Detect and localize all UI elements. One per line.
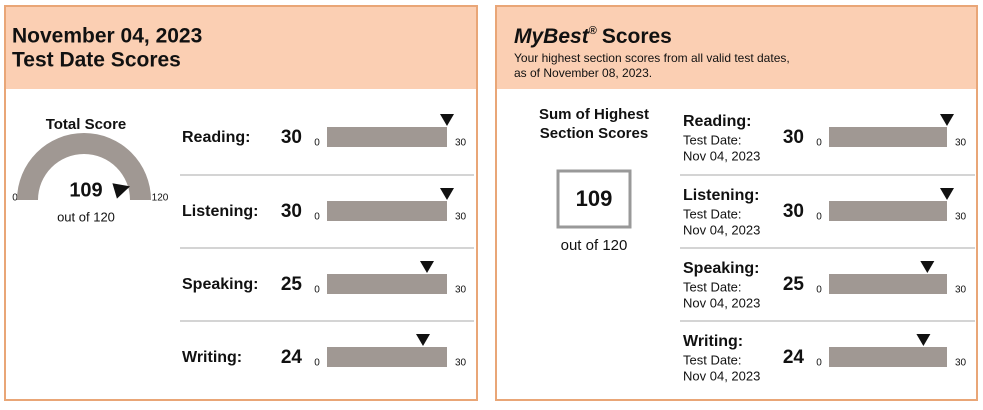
right-header	[497, 7, 976, 89]
scale-max: 30	[955, 212, 967, 223]
section-score: 30	[281, 127, 302, 148]
date-label: Test Date:	[683, 206, 742, 221]
sum-label: Section Scores	[540, 125, 648, 142]
score-marker	[916, 334, 931, 346]
scale-max: 30	[455, 212, 467, 223]
section-name: Writing:	[182, 349, 242, 366]
scale-min: 0	[314, 212, 320, 223]
score-bar	[327, 274, 447, 294]
total-out-of: out of 120	[57, 209, 115, 224]
section-name: Reading:	[683, 113, 751, 130]
gauge-max: 120	[152, 193, 169, 204]
score-bar	[829, 274, 947, 294]
total-label: Total Score	[46, 116, 127, 133]
score-marker	[920, 261, 935, 273]
score-marker	[420, 261, 434, 273]
section-name: Listening:	[182, 203, 258, 220]
gauge-arc	[17, 133, 151, 200]
scale-min: 0	[816, 358, 822, 369]
section-score: 24	[281, 347, 303, 368]
score-bar	[327, 127, 447, 147]
title-rest: Scores	[602, 25, 672, 48]
section-date: Nov 04, 2023	[683, 222, 760, 237]
scale-max: 30	[455, 358, 467, 369]
scale-max: 30	[955, 285, 967, 296]
scale-min: 0	[314, 285, 320, 296]
scale-max: 30	[455, 138, 467, 149]
section-name: Listening:	[683, 187, 759, 204]
scale-max: 30	[955, 358, 967, 369]
scale-max: 30	[955, 138, 967, 149]
sum-label: Sum of Highest	[539, 106, 649, 123]
sum-box	[556, 169, 632, 229]
score-marker	[416, 334, 430, 346]
date-label: Test Date:	[683, 279, 742, 294]
section-name: Speaking:	[683, 260, 759, 277]
score-bar	[829, 347, 947, 367]
subtitle: as of November 08, 2023.	[514, 66, 652, 80]
section-date: Nov 04, 2023	[683, 368, 760, 383]
title-mark: ®	[589, 25, 597, 37]
section-score: 30	[281, 201, 302, 222]
left-title: Test Date Scores	[12, 49, 181, 72]
section-name: Writing:	[683, 333, 743, 350]
scale-min: 0	[314, 358, 320, 369]
section-score: 24	[783, 347, 805, 368]
score-bar	[327, 347, 447, 367]
score-marker	[940, 188, 954, 200]
scale-max: 30	[455, 285, 467, 296]
date-label: Test Date:	[683, 352, 742, 367]
score-marker	[940, 114, 954, 126]
score-bar	[829, 201, 947, 221]
score-bar	[829, 127, 947, 147]
section-score: 30	[783, 127, 804, 148]
total-score: 109	[69, 179, 102, 201]
scale-min: 0	[816, 285, 822, 296]
section-date: Nov 04, 2023	[683, 295, 760, 310]
sum-out-of: out of 120	[561, 237, 628, 254]
title-em: MyBest	[514, 25, 590, 48]
section-score: 30	[783, 201, 804, 222]
scale-min: 0	[816, 138, 822, 149]
scale-min: 0	[816, 212, 822, 223]
score-bar	[327, 201, 447, 221]
section-score: 25	[783, 274, 805, 295]
test-date: November 04, 2023	[12, 25, 202, 48]
section-name: Speaking:	[182, 276, 258, 293]
right-title: MyBest® Scores	[514, 25, 672, 48]
gauge-min: 0	[12, 193, 18, 204]
subtitle: Your highest section scores from all val…	[514, 51, 790, 65]
section-score: 25	[281, 274, 303, 295]
sum-score: 109	[576, 186, 613, 211]
gauge-marker	[112, 183, 131, 199]
scale-min: 0	[314, 138, 320, 149]
section-date: Nov 04, 2023	[683, 148, 760, 163]
date-label: Test Date:	[683, 132, 742, 147]
left-header	[6, 7, 476, 89]
score-marker	[440, 114, 454, 126]
score-marker	[440, 188, 454, 200]
section-name: Reading:	[182, 129, 250, 146]
